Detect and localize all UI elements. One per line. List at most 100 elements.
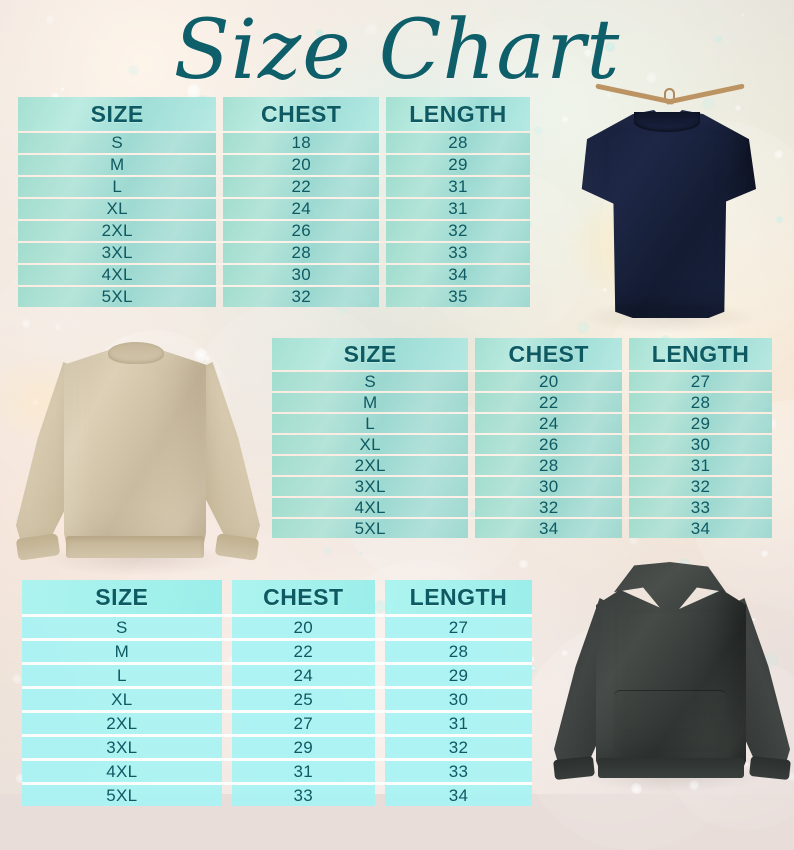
table-row: 4XL 32 33 [272,498,772,517]
column-separator [379,155,386,175]
row-divider [22,710,532,713]
column-header-length: LENGTH [386,97,530,131]
hoodie-left-cuff [553,755,595,781]
row-divider [272,454,772,456]
sweatshirt-table-header-row: SIZE CHEST LENGTH [272,338,772,370]
cell-size: 3XL [272,477,469,496]
column-header-size: SIZE [18,97,217,131]
sweatshirt-hem [66,536,204,558]
tshirt-size-table: SIZE CHEST LENGTH S 18 28 M 20 29 L 22 31 XL 24 31 2XL 2… [18,97,530,307]
cell-length: 31 [384,713,532,734]
cell-size: 3XL [18,243,217,263]
column-separator [375,641,385,662]
cell-size: L [272,414,469,433]
cell-length: 32 [386,221,530,241]
row-divider [22,614,532,617]
hoodie-table-body: S 20 27 M 22 28 L 24 29 XL 25 30 2XL 27 31 3XL 29 32 4XL 31… [22,617,532,806]
hoodie-size-table: SIZE CHEST LENGTH S 20 27 M 22 28 L 24 29 XL 25 30 2XL 2… [22,580,532,806]
column-separator [622,338,629,370]
hanger-hook-icon [664,88,675,103]
cell-length: 29 [629,414,772,433]
table-row: M 22 28 [272,393,772,412]
column-separator [622,498,629,517]
column-separator [468,435,475,454]
cell-length: 32 [384,737,532,758]
column-separator [375,689,385,710]
column-header-size: SIZE [22,580,222,614]
column-separator [468,498,475,517]
hoodie-table-header-row: SIZE CHEST LENGTH [22,580,532,614]
sweatshirt-collar [108,342,164,364]
row-divider [18,263,530,265]
cell-length: 28 [629,393,772,412]
table-row: L 24 29 [272,414,772,433]
table-row: 3XL 28 33 [18,243,530,263]
cell-length: 31 [629,456,772,475]
cell-size: 4XL [272,498,469,517]
column-separator [379,243,386,263]
table-row: 5XL 34 34 [272,519,772,538]
cell-chest: 20 [475,372,623,391]
cell-chest: 24 [223,199,380,219]
row-divider [22,686,532,689]
column-separator [379,221,386,241]
column-separator [379,199,386,219]
cell-length: 33 [629,498,772,517]
column-separator [468,456,475,475]
row-divider [18,175,530,177]
cell-length: 29 [384,665,532,686]
column-header-length: LENGTH [384,580,532,614]
table-row: M 20 29 [18,155,530,175]
cell-length: 34 [629,519,772,538]
column-separator [379,133,386,153]
table-row: XL 25 30 [22,689,532,710]
cell-chest: 34 [475,519,623,538]
cell-length: 35 [386,287,530,307]
hoodie-body [596,589,746,776]
cell-length: 30 [384,689,532,710]
cell-chest: 24 [475,414,623,433]
table-row: L 24 29 [22,665,532,686]
column-separator [622,456,629,475]
cell-chest: 22 [231,641,375,662]
cell-chest: 24 [231,665,375,686]
column-separator [622,414,629,433]
table-row: 3XL 29 32 [22,737,532,758]
cell-chest: 22 [475,393,623,412]
row-divider [22,662,532,665]
cell-chest: 20 [223,155,380,175]
cell-chest: 33 [231,785,375,806]
cell-length: 28 [384,641,532,662]
column-separator [468,393,475,412]
row-divider [22,734,532,737]
column-separator [222,761,232,782]
cell-chest: 32 [475,498,623,517]
cell-size: 5XL [18,287,217,307]
cell-size: XL [18,199,217,219]
column-separator [375,580,385,614]
hoodie-hem [598,758,744,778]
cell-length: 27 [384,617,532,638]
sweatshirt-size-table: SIZE CHEST LENGTH S 20 27 M 22 28 L 24 29 XL 26 30 2XL 2… [272,338,772,538]
cell-chest: 22 [223,177,380,197]
column-separator [379,97,386,131]
cell-chest: 31 [231,761,375,782]
cell-chest: 28 [223,243,380,263]
column-separator [379,177,386,197]
cell-chest: 18 [223,133,380,153]
sweatshirt-left-cuff [15,533,61,561]
row-divider [18,153,530,155]
table-row: 3XL 30 32 [272,477,772,496]
column-separator [379,265,386,285]
cell-length: 31 [386,199,530,219]
column-header-chest: CHEST [475,338,623,370]
column-separator [468,372,475,391]
cell-size: 2XL [272,456,469,475]
row-divider [22,758,532,761]
sweatshirt-right-cuff [214,533,260,561]
column-separator [216,97,223,131]
tshirt-collar [634,112,700,132]
row-divider [18,219,530,221]
row-divider [272,391,772,393]
column-separator [468,477,475,496]
